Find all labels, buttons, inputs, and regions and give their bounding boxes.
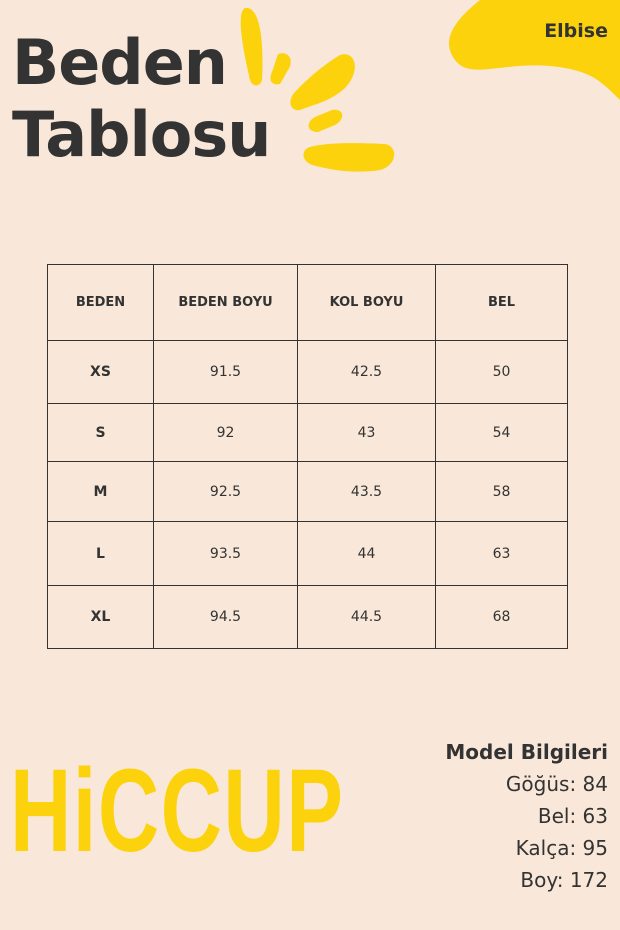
model-info: Model Bilgileri Göğüs: 84 Bel: 63 Kalça:… (445, 740, 608, 892)
column-header: BEL (435, 264, 568, 341)
size-cell: L (47, 521, 154, 586)
table-cell: 43 (297, 403, 436, 462)
model-info-heading: Model Bilgileri (445, 740, 608, 764)
table-cell: 44 (297, 521, 436, 586)
splash-stroke-3 (290, 54, 355, 111)
table-cell: 91.5 (153, 340, 298, 404)
table-cell: 92 (153, 403, 298, 462)
model-measure: Bel: 63 (537, 804, 608, 828)
table-cell: 58 (435, 461, 568, 522)
table-cell: 93.5 (153, 521, 298, 586)
table-cell: 94.5 (153, 585, 298, 649)
corner-blob (449, 0, 620, 100)
page-title-line-1: Beden (12, 26, 228, 99)
column-header: BEDEN BOYU (153, 264, 298, 341)
table-row: M 92.5 43.5 58 (47, 461, 568, 522)
table-row: S 92 43 54 (47, 403, 568, 462)
table-row: L 93.5 44 63 (47, 521, 568, 586)
splash-stroke-4 (308, 109, 343, 132)
splash-stroke-1 (240, 7, 263, 86)
model-measure: Boy: 172 (520, 868, 608, 892)
table-cell: 44.5 (297, 585, 436, 649)
size-table: BEDEN BEDEN BOYU KOL BOYU BEL XS 91.5 42… (47, 264, 568, 649)
table-cell: 92.5 (153, 461, 298, 522)
model-measure: Kalça: 95 (515, 836, 608, 860)
table-row: XS 91.5 42.5 50 (47, 340, 568, 404)
size-cell: S (47, 403, 154, 462)
page-title-line-2: Tablosu (12, 98, 271, 171)
table-cell: 54 (435, 403, 568, 462)
decorative-splash-shapes (240, 0, 620, 172)
size-cell: M (47, 461, 154, 522)
table-header-row: BEDEN BEDEN BOYU KOL BOYU BEL (47, 264, 568, 341)
column-header: BEDEN (47, 264, 154, 341)
splash-stroke-5 (303, 143, 395, 172)
size-cell: XS (47, 340, 154, 404)
table-cell: 68 (435, 585, 568, 649)
category-label: Elbise (544, 20, 608, 42)
table-cell: 42.5 (297, 340, 436, 404)
model-measure: Göğüs: 84 (505, 772, 608, 796)
size-cell: XL (47, 585, 154, 649)
table-row: XL 94.5 44.5 68 (47, 585, 568, 649)
table-cell: 50 (435, 340, 568, 404)
splash-stroke-2 (270, 53, 291, 85)
table-cell: 63 (435, 521, 568, 586)
brand-logo: HiCCUP (10, 745, 345, 877)
column-header: KOL BOYU (297, 264, 436, 341)
table-cell: 43.5 (297, 461, 436, 522)
